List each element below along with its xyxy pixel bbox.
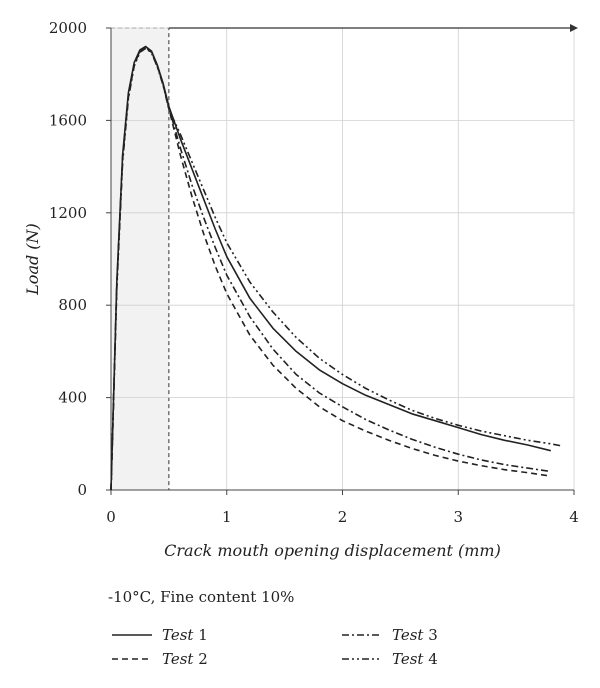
legend-label-test-1: Test 1 (162, 626, 208, 644)
legend-label-test-4: Test 4 (392, 650, 438, 668)
legend-label-test-3: Test 3 (392, 626, 438, 644)
legend-swatch-dashdot (342, 634, 382, 636)
y-tick-label: 0 (77, 481, 87, 499)
legend-swatch-dashed (112, 658, 152, 660)
y-tick-label: 1200 (49, 204, 87, 222)
legend-item-test-2: Test 2 (112, 648, 208, 670)
y-tick-label: 2000 (49, 19, 87, 37)
x-axis-title: Crack mouth opening displacement (mm) (164, 541, 501, 560)
x-tick-label: 4 (569, 508, 579, 526)
series-line-test-4 (110, 47, 563, 491)
load-cmod-chart: 0 1 2 3 4 0 400 800 1200 1600 2000 Crack mouth open… (23, 19, 579, 560)
x-tick-label: 2 (338, 508, 348, 526)
legend-label-test-2: Test 2 (162, 650, 208, 668)
series-line-test-3 (110, 46, 551, 491)
y-tick-label: 800 (58, 296, 87, 314)
legend-swatch-dashdotdot (342, 658, 382, 660)
legend-item-test-1: Test 1 (112, 624, 208, 646)
legend-item-test-3: Test 3 (342, 624, 438, 646)
x-tick-label: 1 (222, 508, 232, 526)
x-tick-label: 0 (106, 508, 116, 526)
arrow-head-icon (570, 24, 578, 32)
chart-legend: Test 1 Test 2 Test 3 Test 4 (108, 624, 588, 672)
y-tick-label: 1600 (49, 111, 87, 129)
y-tick-label: 400 (58, 389, 87, 407)
highlight-region (110, 27, 170, 491)
x-tick-label: 3 (453, 508, 463, 526)
y-axis-title: Load (N) (23, 223, 42, 296)
legend-swatch-solid (112, 634, 152, 636)
series-line-test-2 (110, 46, 551, 491)
legend-item-test-4: Test 4 (342, 648, 438, 670)
chart-caption: -10°C, Fine content 10% (108, 588, 295, 606)
